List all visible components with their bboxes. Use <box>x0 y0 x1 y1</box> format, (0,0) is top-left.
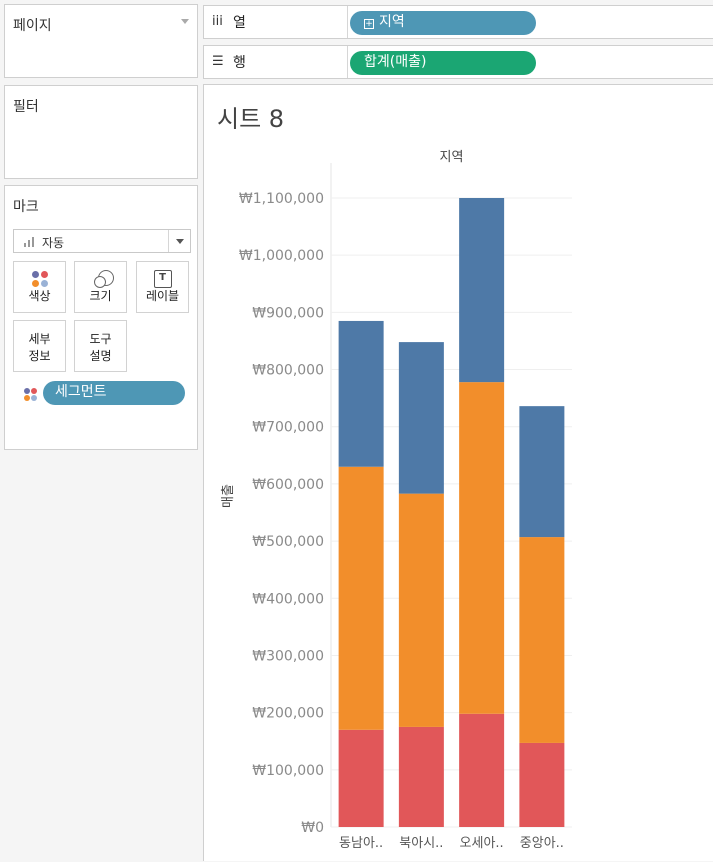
columns-shelf-label: 열 <box>233 15 246 31</box>
color-button[interactable]: 색상 <box>13 261 66 313</box>
bar-segment <box>519 537 565 743</box>
y-tick-label: ₩0 <box>301 820 324 836</box>
bar-segment <box>398 493 444 727</box>
size-circles-icon <box>93 270 114 288</box>
marks-card: 마크 자동 색상 크기 T 레이블 세부 정보 도구 설명 세그먼트 <box>4 185 198 450</box>
bar-segment <box>459 382 505 714</box>
y-tick-label: ₩500,000 <box>252 534 324 550</box>
size-button-label: 크기 <box>89 289 112 303</box>
columns-icon: iii <box>212 14 223 29</box>
bar-segment <box>459 198 505 383</box>
y-tick-label: ₩400,000 <box>252 591 324 607</box>
y-tick-label: ₩700,000 <box>252 420 324 436</box>
segment-pill[interactable]: 세그먼트 <box>43 381 185 405</box>
color-dots-icon <box>24 388 38 402</box>
pages-card[interactable]: 페이지 <box>4 4 198 78</box>
label-button-label: 레이블 <box>145 289 180 303</box>
bar-chart-icon <box>24 237 36 247</box>
sales-sum-pill[interactable]: 합계(매출) <box>350 51 536 75</box>
x-tick-label: 오세아.. <box>460 836 504 851</box>
detail-button[interactable]: 세부 정보 <box>13 320 66 372</box>
bar-segment <box>519 742 565 827</box>
bar-segment <box>338 320 384 467</box>
x-tick-label: 중앙아.. <box>520 836 564 851</box>
y-tick-label: ₩1,100,000 <box>239 191 324 207</box>
marks-title: 마크 <box>13 199 39 215</box>
columns-shelf[interactable]: iii 열 + 지역 <box>203 5 713 39</box>
y-tick-label: ₩600,000 <box>252 477 324 493</box>
color-button-label: 색상 <box>28 289 51 303</box>
tooltip-button[interactable]: 도구 설명 <box>74 320 127 372</box>
bar-segment <box>459 713 505 827</box>
column-header-title: 지역 <box>440 150 464 165</box>
filters-title: 필터 <box>13 99 39 115</box>
y-tick-label: ₩200,000 <box>252 706 324 722</box>
expand-plus-icon[interactable]: + <box>364 19 374 29</box>
rows-shelf-label: 행 <box>233 55 246 71</box>
y-axis-label: 매출 <box>221 484 236 508</box>
pages-title: 페이지 <box>13 18 52 34</box>
bar-segment <box>338 729 384 827</box>
region-pill-label: 지역 <box>379 14 405 30</box>
bar-chart: ₩0 ₩100,000 ₩200,000 ₩300,000 ₩400,000 ₩500,0… <box>221 150 572 851</box>
y-tick-label: ₩800,000 <box>252 363 324 379</box>
bar-segment <box>398 726 444 827</box>
y-tick-label: ₩1,000,000 <box>239 248 324 264</box>
bar-segment <box>398 342 444 494</box>
bar-segment <box>338 466 384 730</box>
rows-shelf[interactable]: ☰ 행 합계(매출) <box>203 45 713 79</box>
chevron-down-icon[interactable] <box>168 230 190 252</box>
x-tick-label: 동남아.. <box>339 836 383 851</box>
rows-icon: ☰ <box>212 54 224 69</box>
pages-dropdown-icon[interactable] <box>181 19 189 24</box>
bar-segment <box>519 406 565 538</box>
mark-type-label: 자동 <box>42 236 65 250</box>
mark-type-dropdown[interactable]: 자동 <box>13 229 191 253</box>
y-tick-label: ₩900,000 <box>252 305 324 321</box>
label-button[interactable]: T 레이블 <box>136 261 189 313</box>
detail-button-label: 세부 정보 <box>28 332 51 363</box>
filters-card[interactable]: 필터 <box>4 85 198 179</box>
color-dots-icon <box>31 270 49 288</box>
size-button[interactable]: 크기 <box>74 261 127 313</box>
tooltip-button-label: 도구 설명 <box>89 332 112 363</box>
view-area: 시트 8 ₩0 ₩100,000 ₩200,000 ₩300,000 ₩400,000 ₩… <box>203 84 713 861</box>
y-tick-label: ₩300,000 <box>252 648 324 664</box>
y-tick-label: ₩100,000 <box>252 763 324 779</box>
x-tick-label: 북아시.. <box>399 836 443 851</box>
region-pill[interactable]: + 지역 <box>350 11 536 35</box>
text-label-icon: T <box>153 270 172 288</box>
sheet-title: 시트 8 <box>217 105 285 133</box>
